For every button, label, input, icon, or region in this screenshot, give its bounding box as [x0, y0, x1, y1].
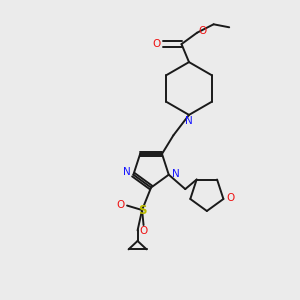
Text: N: N — [123, 167, 130, 177]
Text: S: S — [138, 203, 146, 217]
Text: O: O — [199, 26, 207, 36]
Text: O: O — [153, 39, 161, 49]
Text: N: N — [185, 116, 193, 127]
Text: O: O — [140, 226, 148, 236]
Text: O: O — [226, 194, 234, 203]
Text: N: N — [172, 169, 179, 179]
Text: O: O — [117, 200, 125, 210]
